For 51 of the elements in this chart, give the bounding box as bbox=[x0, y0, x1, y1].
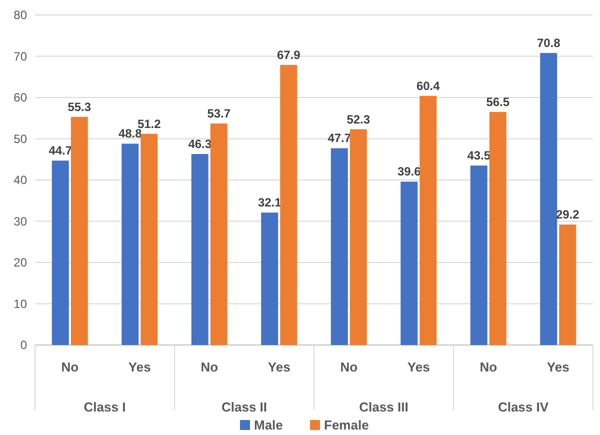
bar bbox=[140, 134, 158, 345]
x-tick-label: Yes bbox=[268, 360, 290, 375]
bar bbox=[210, 123, 228, 345]
y-tick-label: 20 bbox=[14, 256, 28, 270]
y-tick-label: 0 bbox=[20, 338, 28, 352]
text: Class III bbox=[359, 400, 408, 415]
data-label: 70.8 bbox=[536, 36, 561, 50]
x-tick-label: Yes bbox=[128, 360, 151, 375]
bar bbox=[280, 64, 298, 345]
bar bbox=[191, 154, 208, 345]
y-tick-label: 40 bbox=[14, 173, 28, 188]
bar bbox=[470, 166, 488, 345]
y-tick-label: 80 bbox=[14, 8, 28, 22]
text: Class I bbox=[84, 400, 126, 415]
bar bbox=[420, 96, 437, 345]
y-tick-label: 60 bbox=[14, 90, 28, 105]
bar bbox=[261, 212, 278, 345]
bar bbox=[540, 52, 558, 345]
y-tick-label: 30 bbox=[14, 214, 28, 228]
bar bbox=[350, 129, 367, 345]
bar bbox=[559, 224, 576, 345]
data-label: 56.5 bbox=[486, 94, 510, 109]
x-tick-label: No bbox=[61, 360, 79, 375]
data-label: 44.7 bbox=[48, 144, 72, 158]
x-tick-label: Yes bbox=[546, 360, 570, 375]
legend-label: Male bbox=[254, 418, 283, 433]
x-tick-label: Yes bbox=[407, 360, 430, 375]
y-tick-label: 70 bbox=[14, 49, 28, 64]
data-label: 55.3 bbox=[68, 100, 92, 114]
bar bbox=[330, 148, 348, 345]
data-label: 43.5 bbox=[467, 148, 491, 163]
bar bbox=[52, 160, 69, 345]
x-tick-label: No bbox=[200, 360, 218, 375]
x-tick-label: No bbox=[340, 360, 358, 375]
data-label: 53.7 bbox=[207, 106, 231, 120]
text: Class IV bbox=[498, 400, 549, 415]
y-tick-label: 10 bbox=[14, 296, 28, 311]
data-label: 46.3 bbox=[188, 137, 212, 152]
data-label: 48.8 bbox=[118, 126, 142, 141]
bar bbox=[70, 116, 88, 345]
x-tick-label: No bbox=[480, 360, 498, 375]
data-label: 47.7 bbox=[328, 131, 352, 146]
y-tick-label: 50 bbox=[14, 132, 28, 146]
bar bbox=[489, 112, 506, 345]
bar bbox=[122, 144, 139, 345]
data-label: 60.4 bbox=[416, 78, 440, 93]
legend-label: Female bbox=[324, 418, 369, 433]
data-label: 52.3 bbox=[346, 112, 370, 126]
data-label: 67.9 bbox=[276, 48, 301, 62]
text: Class II bbox=[221, 400, 268, 415]
bar bbox=[400, 182, 418, 345]
